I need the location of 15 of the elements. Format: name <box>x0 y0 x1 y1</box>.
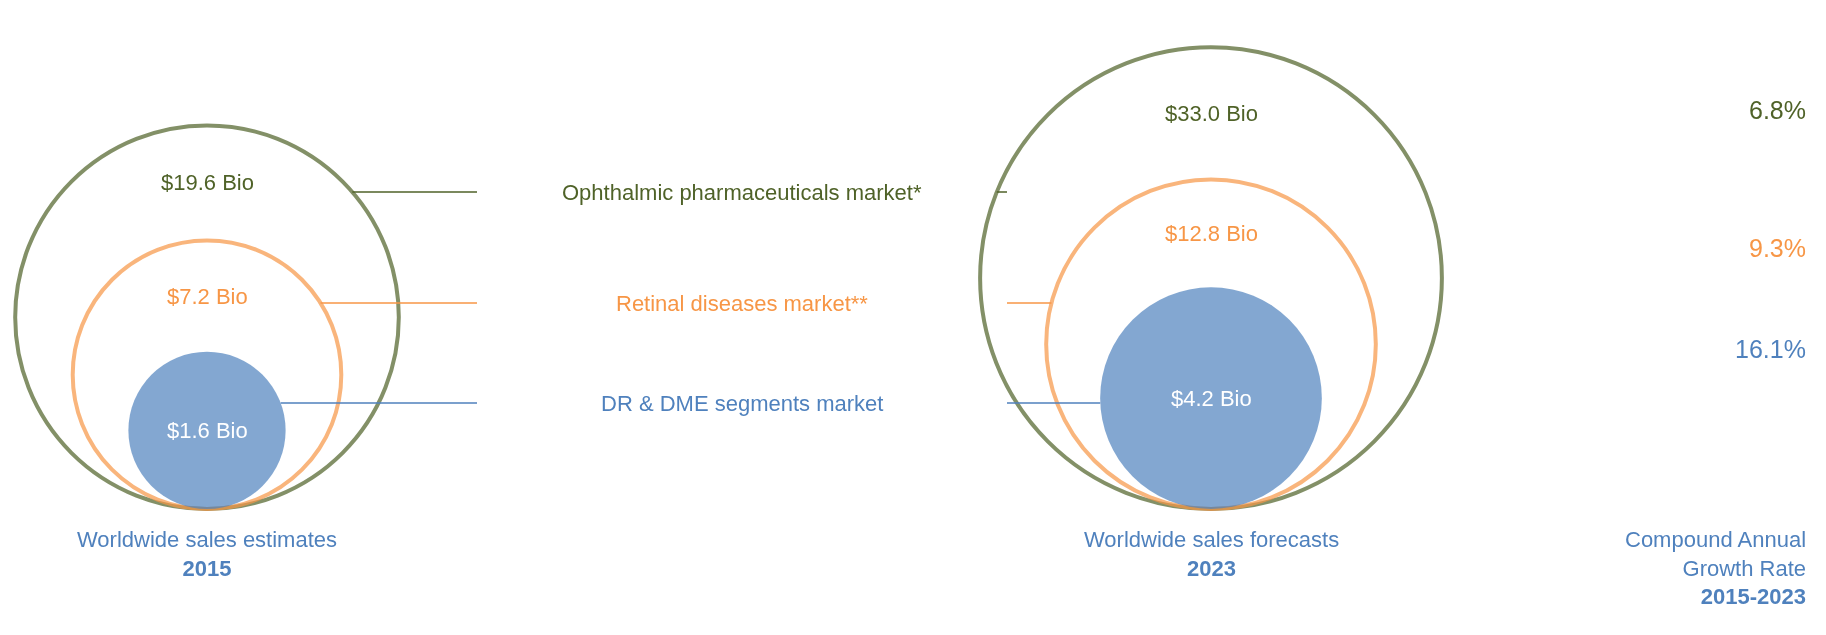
data-label: $19.6 Bio <box>161 170 254 195</box>
category-label: Worldwide sales forecasts 2023 <box>1084 527 1340 581</box>
data-label: $12.8 Bio <box>1165 221 1258 246</box>
legend-label: Ophthalmic pharmaceuticals market* <box>562 180 922 205</box>
text: 9.3% <box>1749 234 1806 262</box>
text: 6.8% <box>1749 96 1806 124</box>
text: 16.1% <box>1735 335 1806 363</box>
data-label: $4.2 Bio <box>1171 386 1252 411</box>
text: DR & DME segments market <box>601 391 884 416</box>
data-label: $33.0 Bio <box>1165 101 1258 126</box>
data-label: $1.6 Bio <box>167 418 248 443</box>
category-label: Worldwide sales estimates 2015 <box>77 527 338 581</box>
legend-label: Retinal diseases market** <box>616 291 869 316</box>
data-label: $7.2 Bio <box>167 284 248 309</box>
text: Compound Annual Growth Rate 2015-2023 <box>1625 527 1807 610</box>
